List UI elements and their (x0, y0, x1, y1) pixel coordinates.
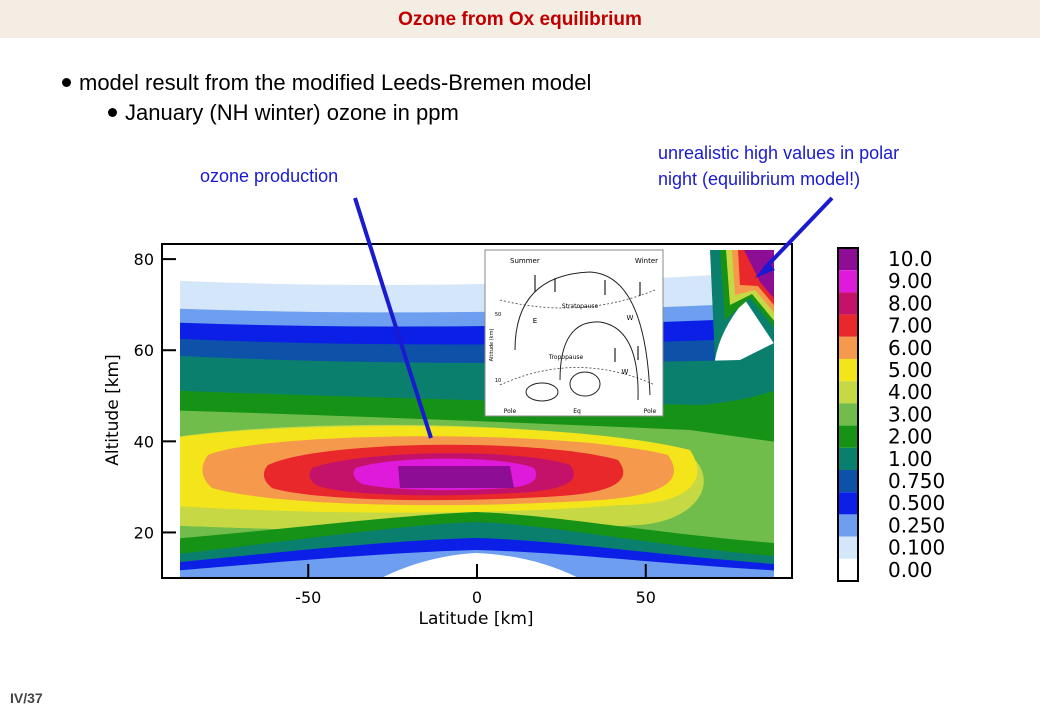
legend-colorbar: 10.09.008.007.006.005.004.003.002.001.00… (837, 247, 945, 582)
legend-swatch (838, 336, 858, 359)
page-number: IV/37 (10, 690, 43, 706)
legend-swatch (838, 514, 858, 537)
x-tick-label: -50 (295, 588, 321, 607)
inset-label-e: E (533, 317, 537, 325)
inset-label-eq: Eq (573, 408, 581, 415)
annotation-ozone-production: ozone production (200, 166, 339, 186)
inset-circulation-loop-1 (514, 271, 651, 396)
legend-swatch (838, 558, 858, 581)
legend-label: 0.00 (888, 558, 933, 582)
contour-field (180, 250, 774, 578)
inset-label-tropopause: Tropopause (548, 354, 584, 361)
inset-eddy-center (569, 371, 601, 397)
legend-swatch (838, 492, 858, 515)
x-tick-label: 0 (472, 588, 482, 607)
annotation-arrows (353, 196, 834, 439)
legend-swatch (838, 314, 858, 337)
inset-label-altitude: Altitude (km) (489, 329, 495, 362)
y-axis-label: Altitude [km] (103, 354, 123, 466)
legend-label: 2.00 (888, 425, 933, 449)
inset-label-summer: Summer (510, 257, 540, 265)
inset-frame (484, 249, 664, 417)
inset-eddy-left (525, 382, 559, 402)
y-tick-label: 80 (134, 250, 154, 269)
inset-label-stratopause: Stratopause (562, 303, 599, 310)
inset-label-winter: Winter (635, 257, 658, 265)
inset-circulation-loop-2 (559, 321, 639, 401)
legend-label: 0.750 (888, 469, 945, 493)
inset-label-pole-right: Pole (644, 408, 657, 415)
inset-label-w1: W (627, 314, 634, 322)
legend-label: 0.250 (888, 513, 945, 537)
arrow-ozone-production (353, 197, 433, 439)
legend-swatch (838, 381, 858, 404)
title-bar (0, 0, 1040, 38)
inset-label-pole-left: Pole (504, 408, 517, 415)
legend-label: 1.00 (888, 447, 933, 471)
legend-label: 8.00 (888, 291, 933, 315)
legend-label: 10.0 (888, 247, 933, 271)
legend-label: 0.100 (888, 536, 945, 560)
inset-label-10: 10 (495, 378, 501, 384)
legend-swatch (838, 359, 858, 382)
bullet-1-text: model result from the modified Leeds-Bre… (79, 70, 592, 95)
legend-label: 4.00 (888, 380, 933, 404)
inset-circulation-diagram: Summer Winter Stratopause Tropopause E W… (484, 249, 664, 417)
legend-swatch (838, 470, 858, 493)
slide-title: Ozone from Ox equilibrium (398, 9, 642, 30)
y-tick-label: 20 (134, 523, 154, 542)
bullet-dot (108, 107, 117, 117)
y-tick-label: 60 (134, 341, 154, 360)
legend-swatch (838, 447, 858, 470)
legend-swatch (838, 270, 858, 293)
bullet-2-text: January (NH winter) ozone in ppm (125, 100, 459, 125)
inset-label-50: 50 (495, 312, 501, 318)
y-axis-ticks: 20 40 60 80 (134, 250, 176, 542)
arrow-polar-night-head (755, 262, 775, 278)
y-tick-label: 40 (134, 432, 154, 451)
legend-label: 0.500 (888, 491, 945, 515)
legend-label: 7.00 (888, 314, 933, 338)
legend-swatch (838, 536, 858, 559)
legend-swatch (838, 403, 858, 426)
bullet-2: January (NH winter) ozone in ppm (108, 100, 459, 126)
contour-band-10.0 (398, 466, 514, 488)
x-axis-label: Latitude [km] (418, 609, 533, 629)
arrow-polar-night (763, 196, 834, 270)
legend-label: 9.00 (888, 269, 933, 293)
annotation-polar-night: unrealistic high values in polar night (… (658, 140, 899, 192)
bullet-1: model result from the modified Leeds-Bre… (62, 70, 591, 96)
annotation-polar-line-1: unrealistic high values in polar (658, 143, 900, 163)
x-tick-label: 50 (636, 588, 656, 607)
inset-label-w2: W (622, 368, 629, 376)
x-axis-ticks: -50 0 50 (295, 564, 656, 607)
legend-label: 5.00 (888, 358, 933, 382)
legend-label: 6.00 (888, 336, 933, 360)
legend-swatch (838, 425, 858, 448)
legend-swatch (838, 292, 858, 315)
legend-swatch (838, 248, 858, 271)
annotation-polar-line-2: night (equilibrium model!) (658, 169, 861, 189)
legend-frame (837, 247, 859, 582)
legend-label: 3.00 (888, 402, 933, 426)
bullet-dot (62, 77, 71, 87)
contour-band-0-low (381, 553, 579, 578)
